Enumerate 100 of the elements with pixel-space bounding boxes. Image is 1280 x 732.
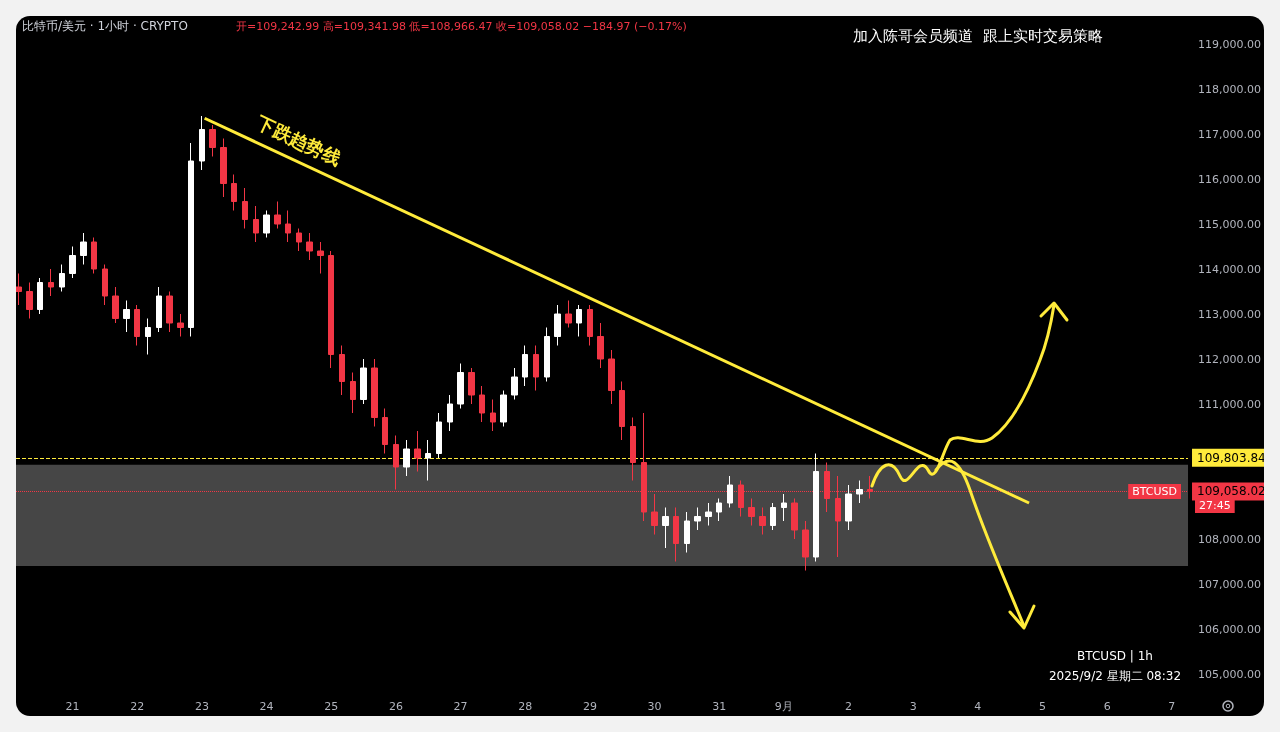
- y-tick-label: 106,000.00: [1198, 622, 1261, 636]
- x-tick-label: 6: [1103, 700, 1111, 713]
- candlestick: [554, 304, 561, 346]
- y-tick-label: 112,000.00: [1198, 352, 1261, 366]
- y-tick-label: 111,000.00: [1198, 397, 1261, 411]
- candlestick: [705, 502, 712, 526]
- candlestick: [145, 318, 151, 355]
- y-tick-label: 116,000.00: [1198, 172, 1261, 186]
- candlestick: [544, 327, 550, 382]
- candlestick: [630, 417, 636, 481]
- y-tick-label: 113,000.00: [1198, 307, 1261, 321]
- candlestick: [414, 430, 421, 472]
- candlestick: [91, 237, 97, 274]
- candlestick: [500, 390, 507, 427]
- x-tick-label: 7: [1168, 700, 1176, 713]
- candlestick: [845, 484, 852, 531]
- candlestick: [856, 480, 863, 504]
- x-tick-label: 27: [453, 700, 468, 713]
- candlestick: [263, 210, 270, 238]
- chart-title: 比特币/美元 · 1小时 · CRYPTO: [22, 19, 188, 33]
- annotation: 2025/9/2 星期二 08:32: [1048, 669, 1182, 683]
- x-tick-label: 5: [1039, 700, 1047, 713]
- candlestick: [253, 205, 259, 243]
- candlestick: [48, 268, 54, 297]
- candlestick: [468, 367, 475, 405]
- x-tick-label: 28: [518, 700, 533, 713]
- candlestick: [511, 367, 518, 400]
- x-tick-label: 24: [259, 700, 274, 713]
- candlestick: [770, 502, 776, 531]
- candlestick: [80, 232, 87, 265]
- candlestick: [382, 408, 388, 454]
- candlestick: [285, 210, 291, 243]
- candlestick: [436, 412, 442, 459]
- candlestick: [608, 349, 615, 405]
- candlestick: [684, 511, 690, 553]
- candlestick: [209, 124, 216, 157]
- y-tick-label: 105,000.00: [1198, 667, 1261, 681]
- y-tick-label: 115,000.00: [1198, 217, 1261, 231]
- candlestick: [37, 277, 43, 315]
- annotation: BTCUSD: [1132, 484, 1177, 498]
- x-tick-label: 26: [388, 700, 403, 713]
- candlestick: [597, 322, 604, 369]
- annotation: 加入陈哥会员频道 跟上实时交易策略: [853, 26, 1103, 45]
- candlestick: [123, 300, 130, 333]
- candlestick: [781, 493, 787, 522]
- candlestick: [339, 345, 345, 396]
- x-tick-label: 25: [324, 700, 339, 713]
- candlestick: [69, 246, 76, 279]
- x-tick-label: 30: [647, 700, 662, 713]
- candlestick: [533, 345, 539, 391]
- candlestick: [371, 358, 378, 427]
- candlestick: [447, 394, 453, 432]
- candlestick: [479, 385, 485, 423]
- x-tick-label: 2: [845, 700, 853, 713]
- candlestick: [393, 435, 399, 490]
- candlestick: [813, 453, 819, 562]
- candlestick: [716, 498, 722, 522]
- candlestick: [694, 507, 701, 531]
- ref-line-label: 109,058.02: [1197, 484, 1266, 499]
- candlestick: [565, 300, 572, 328]
- candlestick: [274, 201, 281, 229]
- annotation: BTCUSD | 1h: [1077, 649, 1153, 663]
- candlestick: [360, 358, 367, 405]
- candlestick: [134, 304, 140, 346]
- candlestick: [199, 115, 205, 171]
- candlestick: [457, 363, 464, 409]
- candlestick: [403, 439, 410, 477]
- candlestick: [231, 174, 237, 211]
- candlestick: [102, 264, 108, 306]
- candlestick: [166, 291, 173, 333]
- y-tick-label: 107,000.00: [1198, 577, 1261, 591]
- candlestick: [673, 507, 679, 562]
- y-tick-label: 119,000.00: [1198, 37, 1261, 51]
- text: 开=109,242.99 高=109,341.98 低=108,966.47 收=109,058.02 −184.97 (−0.17%): [236, 20, 687, 33]
- y-tick-label: 108,000.00: [1198, 532, 1261, 546]
- y-tick-label: 114,000.00: [1198, 262, 1261, 276]
- candlestick: [26, 282, 33, 319]
- x-tick-label: 22: [130, 700, 145, 713]
- candlestick: [727, 475, 733, 508]
- x-tick-label: 23: [194, 700, 209, 713]
- candlestick: [425, 439, 431, 481]
- candlestick: [59, 264, 65, 292]
- x-tick-label: 31: [712, 700, 727, 713]
- candlestick: [220, 138, 227, 198]
- x-tick-label: 21: [65, 700, 80, 713]
- candlestick: [317, 241, 324, 274]
- candlestick: [576, 304, 582, 337]
- x-tick-label: 4: [974, 700, 982, 713]
- candlestick: [522, 345, 528, 387]
- candlestick: [296, 228, 302, 252]
- candlestick: [759, 507, 766, 535]
- x-tick-label: 9月: [774, 700, 793, 713]
- candlestick: [328, 250, 334, 369]
- candlestick: [16, 273, 22, 306]
- annotation: 下跌趋势线: [252, 111, 345, 170]
- candlestick: [802, 520, 809, 571]
- candlestick: [651, 493, 658, 535]
- candlestick: [242, 187, 248, 229]
- candlestick: [662, 507, 669, 549]
- y-tick-label: 117,000.00: [1198, 127, 1261, 141]
